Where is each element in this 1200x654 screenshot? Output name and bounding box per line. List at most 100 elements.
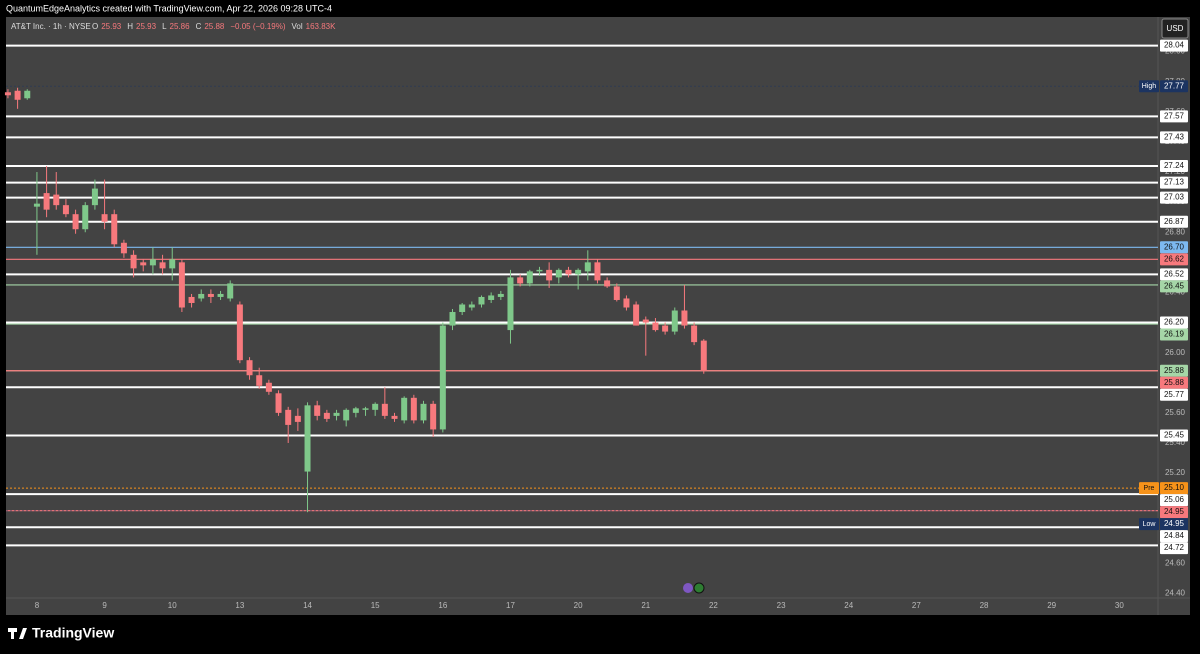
candle-body bbox=[304, 405, 311, 472]
candle bbox=[149, 247, 156, 275]
price-label: 25.77 bbox=[1164, 390, 1185, 399]
candle bbox=[169, 247, 176, 281]
price-label: 27.77 bbox=[1164, 81, 1185, 90]
candle-body bbox=[4, 92, 11, 96]
candle bbox=[178, 259, 185, 313]
y-tick-label: 26.00 bbox=[1165, 348, 1186, 357]
candle-body bbox=[207, 293, 214, 297]
candle bbox=[111, 209, 118, 248]
price-label: 28.04 bbox=[1164, 41, 1185, 50]
y-tick-label: 25.40 bbox=[1165, 438, 1186, 447]
candle bbox=[43, 166, 50, 218]
candle bbox=[265, 379, 272, 395]
candle-body bbox=[652, 322, 659, 331]
candle-body bbox=[681, 310, 688, 326]
candle bbox=[352, 406, 359, 418]
legend-key: H bbox=[127, 22, 133, 31]
price-label: 24.72 bbox=[1164, 543, 1185, 552]
candle-body bbox=[14, 90, 21, 100]
chart-panel bbox=[6, 17, 1190, 615]
candle bbox=[410, 394, 417, 424]
candle-body bbox=[546, 269, 553, 281]
candle bbox=[691, 322, 698, 346]
candle bbox=[517, 274, 524, 287]
price-label: 25.10 bbox=[1164, 483, 1185, 492]
price-label-box bbox=[1160, 429, 1188, 442]
price-label-box bbox=[1160, 160, 1188, 173]
symbol: AT&T Inc. · 1h · NYSE bbox=[11, 22, 91, 31]
candle bbox=[575, 268, 582, 290]
price-label: 25.88 bbox=[1164, 366, 1185, 375]
candle bbox=[652, 318, 659, 332]
candle bbox=[633, 301, 640, 326]
candle bbox=[14, 87, 21, 109]
candle bbox=[120, 239, 127, 258]
candle bbox=[246, 357, 253, 380]
x-tick-label: 17 bbox=[506, 601, 515, 610]
candle-body bbox=[372, 403, 379, 410]
price-label: 25.88 bbox=[1164, 378, 1185, 387]
price-label-box bbox=[1160, 530, 1188, 543]
candle bbox=[130, 250, 137, 278]
candle-body bbox=[700, 340, 707, 371]
legend-value: 25.93 bbox=[136, 22, 157, 31]
candle-body bbox=[401, 397, 408, 421]
candle-body bbox=[642, 319, 649, 323]
candle bbox=[401, 396, 408, 424]
candle-body bbox=[91, 188, 98, 206]
y-tick-label: 25.20 bbox=[1165, 468, 1186, 477]
candle-body bbox=[111, 214, 118, 245]
price-label-box bbox=[1160, 280, 1188, 293]
candle bbox=[101, 179, 108, 230]
candle-body bbox=[169, 259, 176, 269]
x-tick-label: 30 bbox=[1115, 601, 1124, 610]
event-icon bbox=[693, 582, 705, 594]
candle-body bbox=[246, 360, 253, 376]
price-label-box bbox=[1160, 131, 1188, 144]
candle bbox=[613, 283, 620, 302]
marker-name: High bbox=[1142, 83, 1157, 90]
price-label: 25.45 bbox=[1164, 431, 1185, 440]
candle bbox=[227, 280, 234, 302]
level-labels: 28.04 27.77 High 27.57 27.43 27.24 27.13 27.03 2… bbox=[1139, 39, 1188, 555]
candle-body bbox=[130, 254, 137, 269]
price-label: 27.43 bbox=[1164, 133, 1185, 142]
x-tick-label: 13 bbox=[235, 601, 244, 610]
candle-body bbox=[565, 269, 572, 275]
candle bbox=[236, 301, 243, 364]
candle-body bbox=[584, 262, 591, 272]
candle-body bbox=[265, 382, 272, 392]
candle-body bbox=[314, 405, 321, 416]
currency-box bbox=[1161, 18, 1189, 39]
candle bbox=[671, 307, 678, 335]
candle bbox=[188, 293, 195, 308]
price-label: 26.45 bbox=[1164, 281, 1185, 290]
price-label-box bbox=[1160, 494, 1188, 507]
x-tick-label: 8 bbox=[35, 601, 40, 610]
candle bbox=[565, 266, 572, 278]
candle-body bbox=[613, 286, 620, 300]
price-label: 27.57 bbox=[1164, 111, 1185, 120]
price-label-box bbox=[1160, 364, 1188, 377]
price-label-box bbox=[1160, 80, 1188, 93]
price-label: 24.95 bbox=[1164, 519, 1185, 528]
candle bbox=[594, 259, 601, 284]
candle bbox=[642, 316, 649, 356]
x-tick-label: 21 bbox=[641, 601, 650, 610]
candle-body bbox=[62, 205, 69, 215]
candle bbox=[198, 289, 205, 302]
candle bbox=[275, 390, 282, 416]
y-tick-label: 26.80 bbox=[1165, 227, 1186, 236]
candle-body bbox=[227, 283, 234, 299]
candle-body bbox=[294, 415, 301, 422]
candle bbox=[82, 202, 89, 233]
candle-body bbox=[188, 296, 195, 303]
candle-body bbox=[623, 298, 630, 308]
caption: QuantumEdgeAnalytics created with Tradin… bbox=[6, 3, 332, 13]
event-icon bbox=[683, 583, 693, 593]
x-tick-label: 29 bbox=[1047, 601, 1056, 610]
candle bbox=[24, 89, 31, 100]
candle bbox=[430, 400, 437, 437]
candle bbox=[62, 199, 69, 218]
